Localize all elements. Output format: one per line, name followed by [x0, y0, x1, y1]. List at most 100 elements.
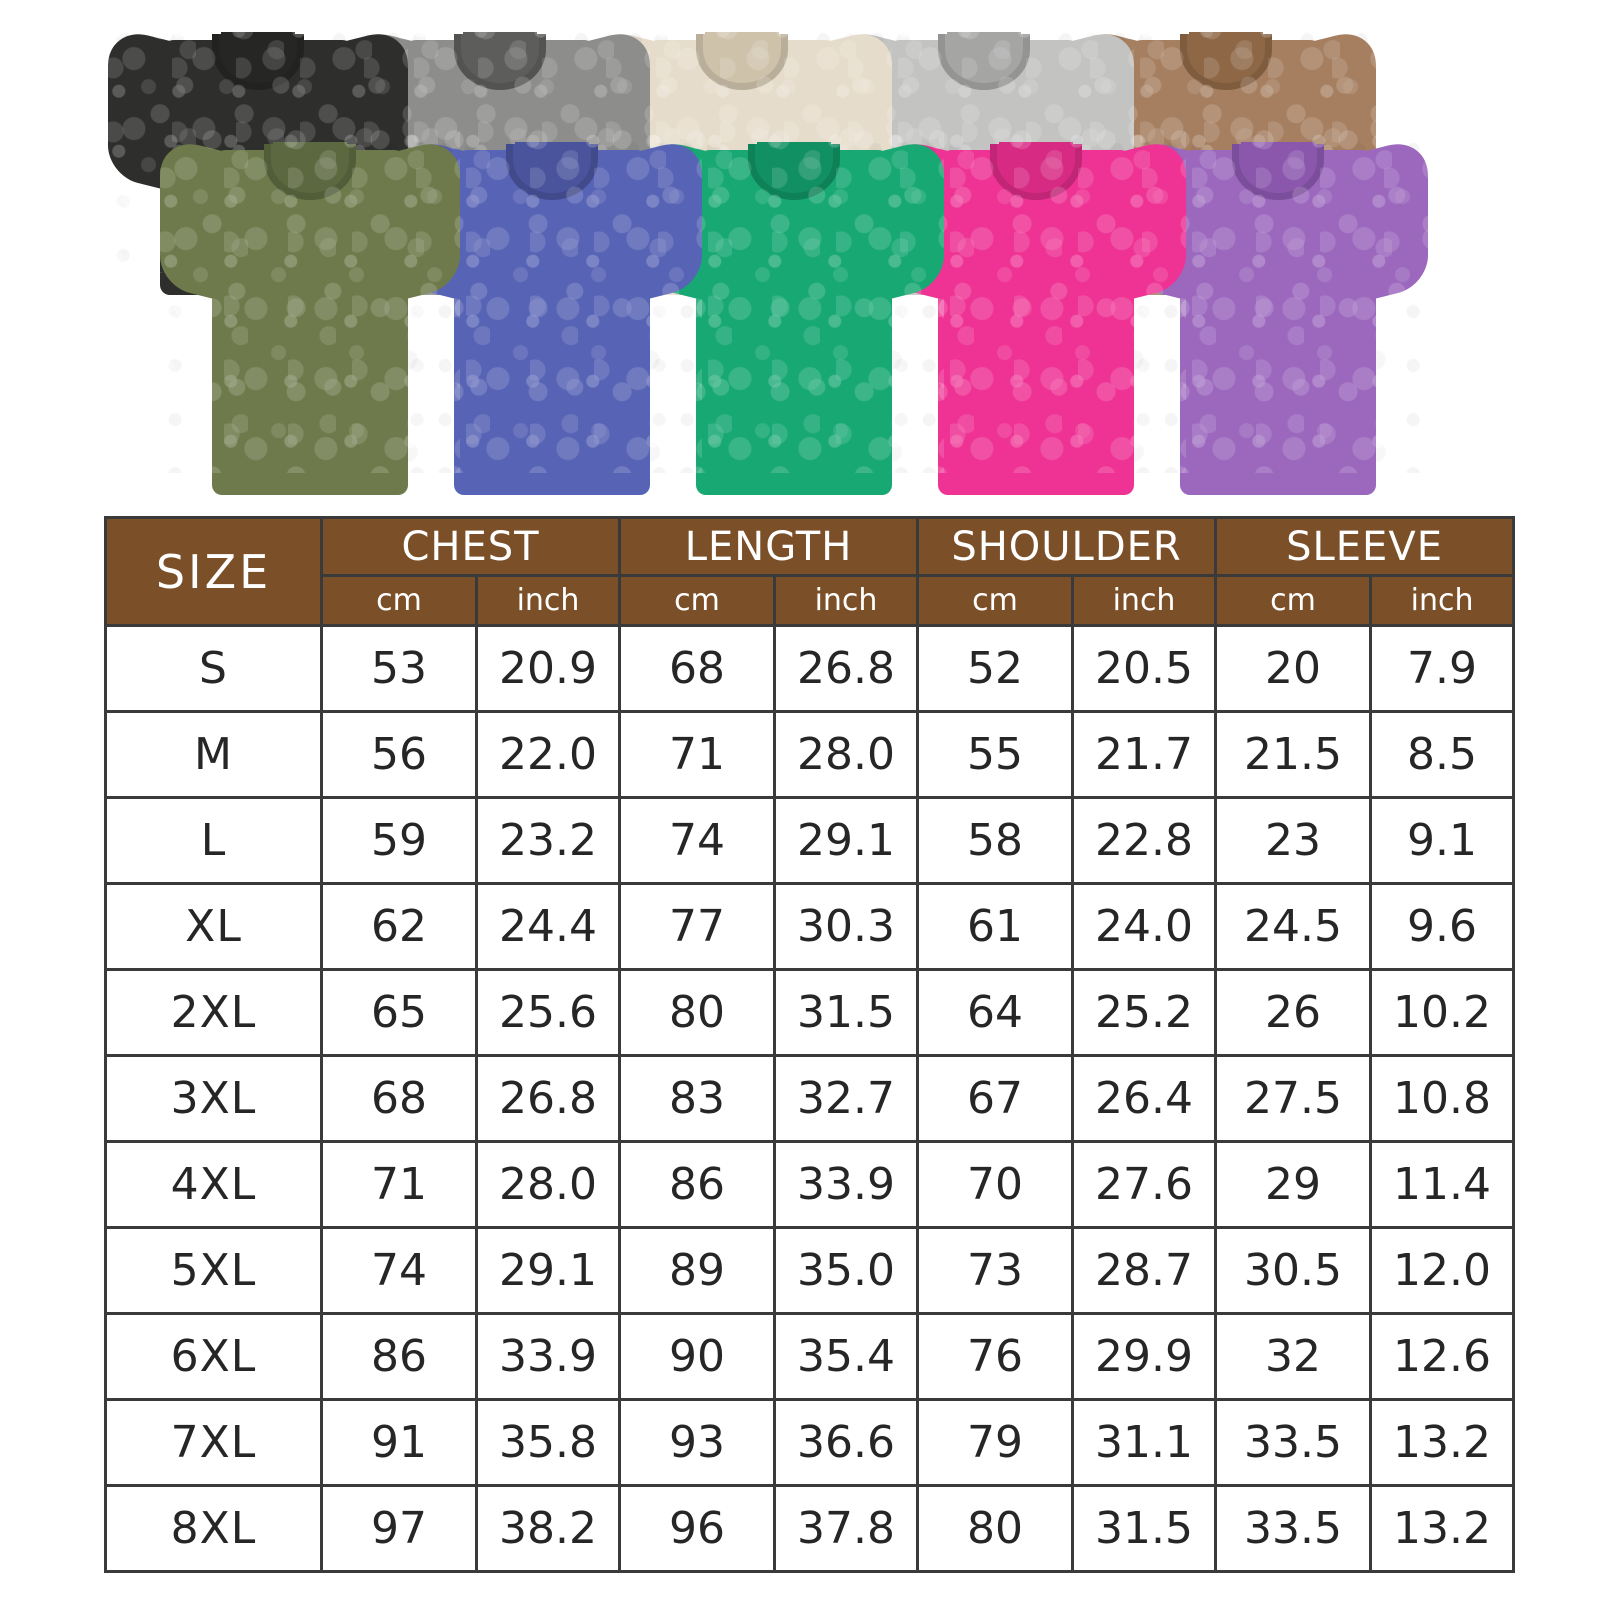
header-sleeve-inch: inch: [1369, 574, 1516, 627]
cell-length-inch: 30.3: [773, 882, 920, 971]
cell-shoulder-cm: 79: [916, 1398, 1075, 1487]
cell-length-inch: 29.1: [773, 796, 920, 885]
cell-length-cm: 90: [618, 1312, 777, 1401]
cell-shoulder-inch: 29.9: [1071, 1312, 1218, 1401]
header-shoulder-inch: inch: [1071, 574, 1218, 627]
cell-chest-inch: 28.0: [474, 1140, 622, 1229]
cell-shoulder-cm: 67: [916, 1054, 1075, 1143]
cell-chest-cm: 74: [320, 1226, 478, 1315]
cell-sleeve-inch: 11.4: [1369, 1140, 1516, 1229]
cell-length-cm: 80: [618, 968, 777, 1057]
header-row-group: SIZE CHEST LENGTH SHOULDER SLEEVE: [104, 516, 1516, 627]
cell-chest-inch: 35.8: [474, 1398, 622, 1487]
cell-chest-inch: 22.0: [474, 710, 622, 799]
cell-shoulder-inch: 31.1: [1071, 1398, 1218, 1487]
cell-sleeve-cm: 23: [1214, 796, 1373, 885]
size-chart-body: S 53 20.9 68 26.8 52 20.5 20 7.9 M 56 22.0 71 28.0 55 2…: [104, 624, 1516, 1573]
table-row: L 59 23.2 74 29.1 58 22.8 23 9.1: [104, 796, 1516, 885]
size-chart-table: SIZE CHEST LENGTH SHOULDER SLEEVE cm inc…: [104, 516, 1516, 1573]
tshirt-swatch[interactable]: [160, 128, 460, 495]
cell-sleeve-inch: 13.2: [1369, 1398, 1516, 1487]
cell-size: M: [104, 710, 323, 799]
header-row-units: cm inch cm inch cm inch cm inch: [106, 574, 1516, 627]
cell-sleeve-inch: 7.9: [1369, 624, 1516, 713]
cell-size: 5XL: [104, 1226, 323, 1315]
cell-chest-inch: 24.4: [474, 882, 622, 971]
cell-sleeve-inch: 10.2: [1369, 968, 1516, 1057]
cell-sleeve-cm: 20: [1214, 624, 1373, 713]
cell-sleeve-cm: 24.5: [1214, 882, 1373, 971]
cell-length-cm: 89: [618, 1226, 777, 1315]
cell-sleeve-cm: 26: [1214, 968, 1373, 1057]
cell-chest-cm: 91: [320, 1398, 478, 1487]
cell-length-inch: 35.4: [773, 1312, 920, 1401]
cell-length-cm: 96: [618, 1484, 777, 1573]
cell-size: 3XL: [104, 1054, 323, 1143]
cell-length-inch: 31.5: [773, 968, 920, 1057]
table-row: 5XL 74 29.1 89 35.0 73 28.7 30.5 12.0: [104, 1226, 1516, 1315]
cell-sleeve-inch: 9.1: [1369, 796, 1516, 885]
cell-length-inch: 35.0: [773, 1226, 920, 1315]
header-length-inch: inch: [773, 574, 920, 627]
header-length-cm: cm: [618, 574, 777, 627]
cell-length-inch: 32.7: [773, 1054, 920, 1143]
cell-sleeve-inch: 12.0: [1369, 1226, 1516, 1315]
cell-length-inch: 26.8: [773, 624, 920, 713]
cell-chest-cm: 86: [320, 1312, 478, 1401]
cell-sleeve-inch: 12.6: [1369, 1312, 1516, 1401]
header-shoulder: SHOULDER: [916, 516, 1218, 577]
cell-size: 4XL: [104, 1140, 323, 1229]
cell-sleeve-inch: 10.8: [1369, 1054, 1516, 1143]
cell-sleeve-cm: 30.5: [1214, 1226, 1373, 1315]
cell-sleeve-cm: 27.5: [1214, 1054, 1373, 1143]
cell-length-cm: 77: [618, 882, 777, 971]
cell-shoulder-inch: 27.6: [1071, 1140, 1218, 1229]
header-length: LENGTH: [618, 516, 920, 577]
cell-shoulder-cm: 55: [916, 710, 1075, 799]
cell-sleeve-cm: 32: [1214, 1312, 1373, 1401]
cell-chest-cm: 65: [320, 968, 478, 1057]
cell-shoulder-cm: 61: [916, 882, 1075, 971]
cell-shoulder-inch: 20.5: [1071, 624, 1218, 713]
cell-shoulder-cm: 58: [916, 796, 1075, 885]
cell-shoulder-cm: 73: [916, 1226, 1075, 1315]
tshirt-color-gallery: [0, 0, 1600, 500]
table-row: 6XL 86 33.9 90 35.4 76 29.9 32 12.6: [104, 1312, 1516, 1401]
cell-length-inch: 33.9: [773, 1140, 920, 1229]
header-chest-cm: cm: [320, 574, 478, 627]
cell-chest-cm: 71: [320, 1140, 478, 1229]
table-row: 2XL 65 25.6 80 31.5 64 25.2 26 10.2: [104, 968, 1516, 1057]
cell-chest-cm: 53: [320, 624, 478, 713]
cell-sleeve-cm: 29: [1214, 1140, 1373, 1229]
cell-shoulder-cm: 70: [916, 1140, 1075, 1229]
size-chart-container: SIZE CHEST LENGTH SHOULDER SLEEVE cm inc…: [104, 516, 1516, 1573]
table-row: 4XL 71 28.0 86 33.9 70 27.6 29 11.4: [104, 1140, 1516, 1229]
cell-chest-inch: 20.9: [474, 624, 622, 713]
cell-shoulder-inch: 25.2: [1071, 968, 1218, 1057]
header-shoulder-cm: cm: [916, 574, 1075, 627]
cell-sleeve-inch: 13.2: [1369, 1484, 1516, 1573]
cell-length-cm: 83: [618, 1054, 777, 1143]
cell-shoulder-inch: 21.7: [1071, 710, 1218, 799]
cell-shoulder-cm: 80: [916, 1484, 1075, 1573]
cell-length-cm: 86: [618, 1140, 777, 1229]
cell-length-inch: 36.6: [773, 1398, 920, 1487]
cell-length-inch: 37.8: [773, 1484, 920, 1573]
cell-chest-inch: 38.2: [474, 1484, 622, 1573]
table-row: M 56 22.0 71 28.0 55 21.7 21.5 8.5: [104, 710, 1516, 799]
cell-shoulder-cm: 76: [916, 1312, 1075, 1401]
cell-size: 6XL: [104, 1312, 323, 1401]
cell-chest-inch: 23.2: [474, 796, 622, 885]
table-row: 8XL 97 38.2 96 37.8 80 31.5 33.5 13.2: [104, 1484, 1516, 1573]
cell-size: XL: [104, 882, 323, 971]
cell-sleeve-cm: 33.5: [1214, 1398, 1373, 1487]
size-chart-header: SIZE CHEST LENGTH SHOULDER SLEEVE cm inc…: [104, 516, 1516, 627]
cell-chest-inch: 26.8: [474, 1054, 622, 1143]
table-row: XL 62 24.4 77 30.3 61 24.0 24.5 9.6: [104, 882, 1516, 971]
cell-chest-cm: 59: [320, 796, 478, 885]
cell-sleeve-inch: 8.5: [1369, 710, 1516, 799]
cell-shoulder-cm: 52: [916, 624, 1075, 713]
header-chest-inch: inch: [474, 574, 622, 627]
cell-size: L: [104, 796, 323, 885]
